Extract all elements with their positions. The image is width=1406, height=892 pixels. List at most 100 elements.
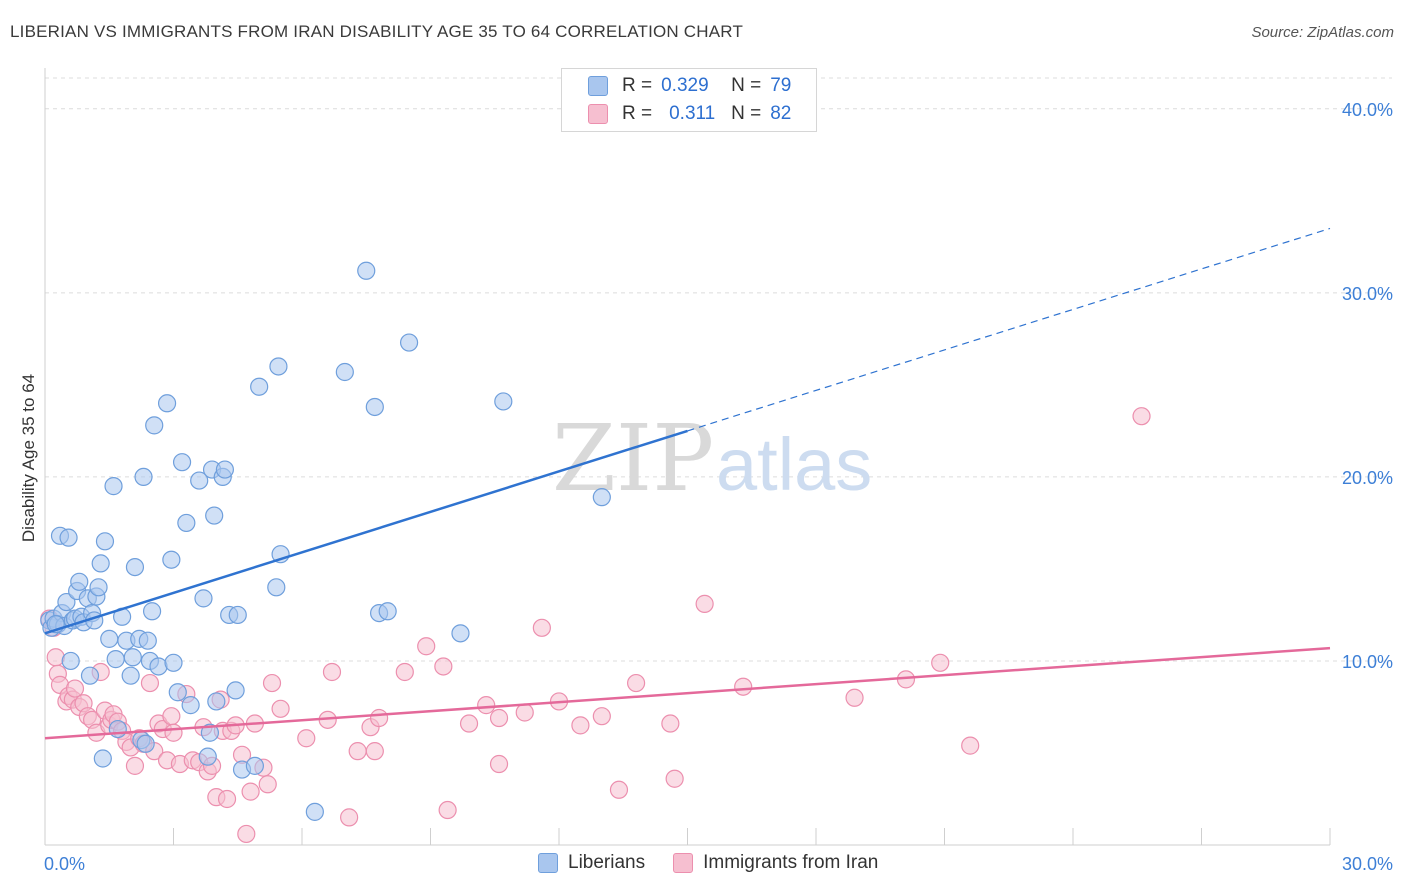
trendline-iran xyxy=(44,646,1331,740)
point-iran xyxy=(1132,407,1151,426)
point-liberians xyxy=(89,578,108,597)
point-liberians xyxy=(164,653,183,672)
legend-n-label: N = xyxy=(731,75,762,96)
point-iran xyxy=(125,756,145,775)
point-liberians xyxy=(61,651,80,671)
point-liberians xyxy=(145,416,164,435)
point-iran xyxy=(609,780,629,799)
legend-swatch-liberians xyxy=(588,76,608,96)
grid-lines xyxy=(45,77,1392,662)
legend-r-value: 0.329 xyxy=(661,75,709,96)
point-iran xyxy=(340,808,359,827)
y-tick-label: 20.0% xyxy=(1342,468,1393,488)
watermark-zip: ZIP xyxy=(552,405,714,512)
point-liberians xyxy=(200,723,220,742)
point-liberians xyxy=(198,747,217,766)
tick-labels: 10.0% 20.0% 30.0% 40.0% 0.0% 30.0% xyxy=(44,100,1393,874)
trendline-liberians xyxy=(44,429,688,635)
point-liberians xyxy=(250,377,269,396)
point-liberians xyxy=(93,749,112,768)
point-liberians xyxy=(91,554,110,573)
point-liberians xyxy=(357,261,376,280)
legend-item-liberians[interactable]: Liberians xyxy=(538,852,645,874)
point-iran xyxy=(417,637,436,656)
legend-r-label: R = xyxy=(622,75,653,96)
point-iran xyxy=(459,714,479,733)
x-tick-label: 30.0% xyxy=(1342,854,1393,874)
point-liberians xyxy=(207,692,226,711)
y-tick-label: 10.0% xyxy=(1342,652,1393,672)
point-liberians xyxy=(494,392,513,411)
point-iran xyxy=(297,729,316,748)
point-liberians xyxy=(106,650,125,669)
point-iran xyxy=(477,696,496,715)
point-iran xyxy=(262,673,282,693)
point-iran xyxy=(46,648,65,667)
point-liberians xyxy=(104,477,123,496)
point-liberians xyxy=(121,666,140,685)
point-iran xyxy=(961,736,980,755)
point-liberians xyxy=(226,681,245,700)
legend-n-label: N = xyxy=(731,103,762,124)
point-liberians xyxy=(245,756,264,775)
point-liberians xyxy=(194,589,213,608)
point-iran xyxy=(695,594,714,613)
trendline-liberians-extrapolated xyxy=(687,227,1331,432)
point-liberians xyxy=(181,696,200,715)
y-axis-label: Disability Age 35 to 64 xyxy=(19,374,38,542)
legend-n-value: 79 xyxy=(770,75,792,96)
point-liberians xyxy=(365,397,384,417)
point-liberians xyxy=(59,528,78,547)
point-iran xyxy=(626,673,646,693)
point-iran xyxy=(140,673,160,693)
legend-row-iran: R = 0.311 N = 82 xyxy=(588,102,791,126)
point-liberians xyxy=(451,624,470,643)
legend-swatch-iran xyxy=(588,104,608,124)
point-liberians xyxy=(149,657,168,676)
point-liberians xyxy=(215,460,234,479)
point-liberians xyxy=(228,605,247,625)
series-liberians-points xyxy=(40,261,611,821)
point-liberians xyxy=(134,467,153,487)
point-iran xyxy=(370,708,389,728)
point-iran xyxy=(438,800,457,820)
point-liberians xyxy=(80,666,100,685)
point-iran xyxy=(592,707,611,726)
watermark-atlas: atlas xyxy=(716,423,872,506)
series-legend: Liberians Immigrants from Iran xyxy=(538,852,906,874)
point-liberians xyxy=(269,357,288,376)
point-iran xyxy=(322,662,342,682)
point-liberians xyxy=(592,488,611,507)
legend-row-liberians: R = 0.329 N = 79 xyxy=(588,74,791,98)
legend-swatch-iran xyxy=(673,853,694,873)
point-liberians xyxy=(399,333,419,352)
source-credit: Source: ZipAtlas.com xyxy=(1251,24,1394,41)
legend-label-liberians: Liberians xyxy=(568,852,646,873)
y-tick-label: 30.0% xyxy=(1342,284,1393,304)
point-iran xyxy=(532,618,551,637)
legend-swatch-liberians xyxy=(538,853,558,873)
point-iran xyxy=(571,716,590,735)
point-liberians xyxy=(95,532,115,551)
point-iran xyxy=(365,742,384,761)
point-iran xyxy=(65,679,85,698)
point-liberians xyxy=(108,719,127,739)
chart-title: LIBERIAN VS IMMIGRANTS FROM IRAN DISABIL… xyxy=(10,22,744,41)
point-liberians xyxy=(177,513,196,533)
legend-item-iran[interactable]: Immigrants from Iran xyxy=(673,852,878,874)
point-iran xyxy=(489,754,509,774)
legend-n-value: 82 xyxy=(770,103,792,124)
point-iran xyxy=(845,688,864,707)
point-liberians xyxy=(172,453,192,472)
point-iran xyxy=(162,707,181,726)
axes xyxy=(44,68,1331,846)
point-liberians xyxy=(123,648,142,667)
point-iran xyxy=(661,714,680,733)
point-liberians xyxy=(267,578,286,597)
point-iran xyxy=(665,769,684,788)
point-iran xyxy=(434,657,453,676)
point-iran xyxy=(217,789,237,809)
point-iran xyxy=(395,662,414,682)
point-liberians xyxy=(335,362,354,382)
